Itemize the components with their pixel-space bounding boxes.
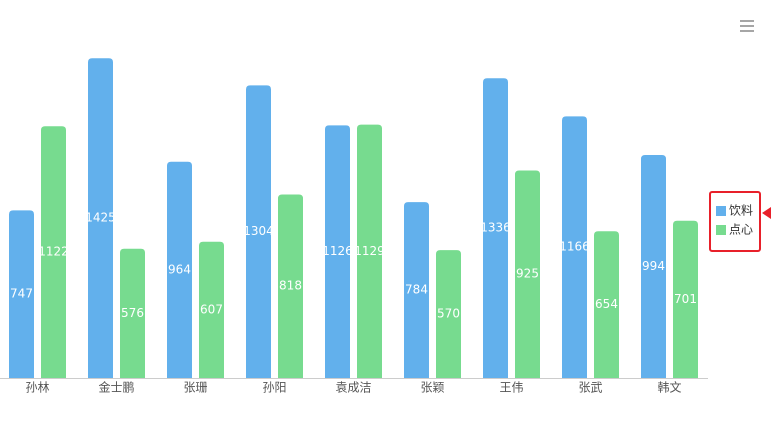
bar — [325, 125, 350, 378]
data-label: 747 — [10, 287, 33, 301]
data-label: 1304 — [243, 224, 274, 238]
bar — [562, 116, 587, 378]
arrow — [762, 207, 771, 219]
bar — [88, 58, 113, 378]
bar — [41, 126, 66, 378]
bar — [436, 250, 461, 378]
x-tick-label: 张武 — [578, 381, 602, 395]
data-label: 925 — [516, 267, 539, 281]
bar — [515, 170, 540, 378]
data-label: 964 — [168, 262, 191, 276]
data-label: 607 — [200, 302, 223, 316]
bar — [167, 161, 192, 378]
data-label: 818 — [279, 279, 302, 293]
data-label: 1129 — [354, 244, 385, 258]
legend-swatch — [716, 206, 726, 216]
bar — [9, 210, 34, 378]
bar — [199, 241, 224, 378]
x-tick-label: 韩文 — [657, 380, 681, 395]
bar — [594, 231, 619, 378]
data-label: 570 — [437, 307, 460, 321]
highlight-box — [709, 191, 761, 252]
bar — [357, 124, 382, 378]
legend-label: 点心 — [729, 223, 753, 237]
bar — [278, 194, 303, 378]
x-tick-label: 袁成洁 — [335, 381, 371, 395]
data-label: 654 — [595, 297, 618, 311]
bar — [641, 154, 666, 378]
data-label: 784 — [405, 283, 428, 297]
x-tick-label: 孙阳 — [262, 381, 286, 395]
data-label: 1425 — [85, 211, 116, 225]
x-tick-label: 张珊 — [183, 381, 207, 395]
x-tick-label: 金士鹏 — [98, 380, 134, 395]
data-label: 576 — [121, 306, 144, 320]
bar — [246, 85, 271, 378]
x-tick-label: 王伟 — [499, 381, 523, 395]
data-label: 1166 — [559, 240, 590, 254]
legend-swatch — [716, 225, 726, 235]
bar — [404, 202, 429, 378]
data-label: 994 — [642, 259, 665, 273]
bar — [483, 78, 508, 379]
data-label: 701 — [674, 292, 697, 306]
data-label: 1122 — [38, 245, 69, 259]
bar — [673, 220, 698, 378]
menu-icon[interactable] — [740, 20, 754, 32]
x-tick-label: 孙林 — [25, 381, 49, 395]
bar — [120, 248, 145, 378]
legend-label: 饮料 — [729, 204, 753, 218]
x-tick-label: 张颖 — [420, 381, 444, 395]
data-label: 1336 — [480, 221, 511, 235]
data-label: 1126 — [322, 244, 353, 258]
